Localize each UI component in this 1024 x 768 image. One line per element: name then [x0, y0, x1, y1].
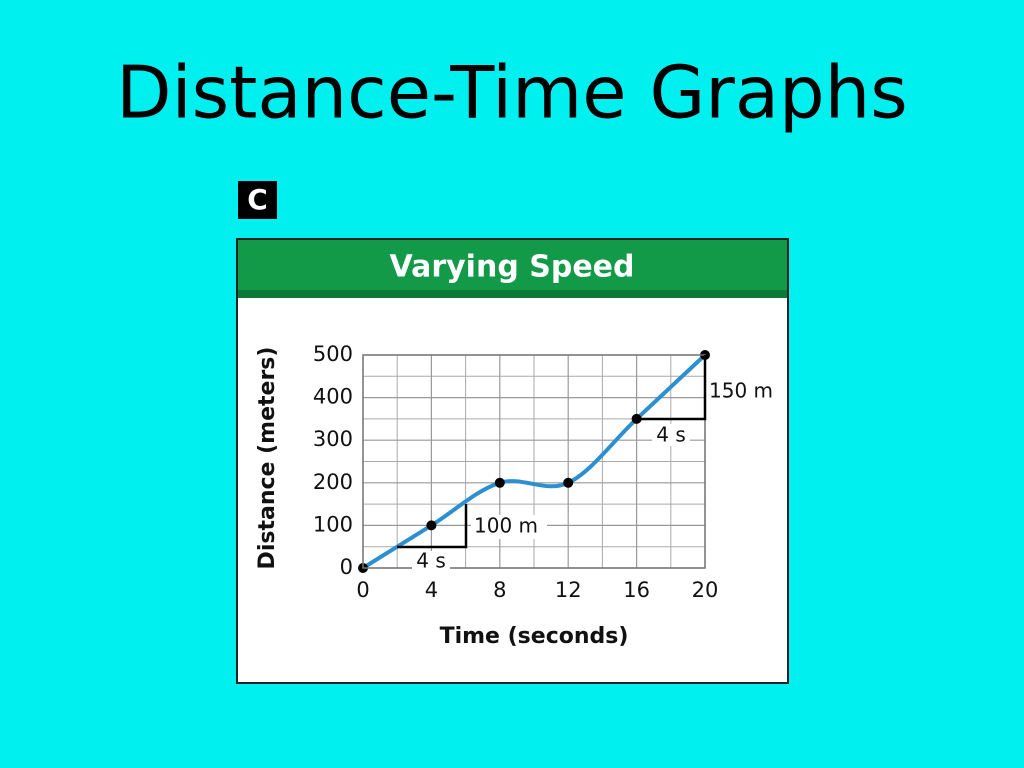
y-tick-label: 500	[313, 342, 353, 366]
panel-label: C	[247, 183, 268, 216]
annotation: 4 s	[656, 423, 686, 447]
chart-header-shadow	[238, 290, 787, 298]
x-tick-label: 16	[623, 578, 650, 602]
slope-triangle	[397, 355, 707, 549]
y-tick-label: 0	[340, 555, 353, 579]
x-tick-label: 12	[555, 578, 582, 602]
x-tick-label: 4	[425, 578, 438, 602]
y-tick-label: 100	[313, 512, 353, 536]
x-tick-label: 0	[356, 578, 369, 602]
chart-header	[238, 240, 787, 298]
y-tick-label: 300	[313, 427, 353, 451]
label-bg	[412, 551, 450, 573]
plot-frame	[362, 354, 706, 569]
data-point	[631, 413, 642, 424]
data-point	[494, 477, 505, 488]
annotation: 150 m	[709, 379, 773, 403]
panel-label-box	[238, 181, 277, 219]
chart-title: Varying Speed	[390, 250, 635, 285]
label-bg	[471, 515, 547, 539]
slope-lines	[637, 355, 707, 421]
y-tick-label: 400	[313, 385, 353, 409]
x-tick-label: 20	[692, 578, 719, 602]
y-tick-label: 200	[313, 470, 353, 494]
data-point	[563, 477, 574, 488]
annotation: 4 s	[416, 549, 446, 573]
y-axis-label: Distance (meters)	[255, 347, 280, 570]
x-axis-label: Time (seconds)	[440, 624, 629, 649]
data-point	[426, 520, 437, 531]
label-bg	[652, 424, 690, 446]
slope-lines	[397, 504, 468, 549]
slide-title: Distance-Time Graphs	[116, 51, 908, 135]
annotation: 100 m	[474, 514, 538, 538]
x-tick-label: 8	[493, 578, 506, 602]
